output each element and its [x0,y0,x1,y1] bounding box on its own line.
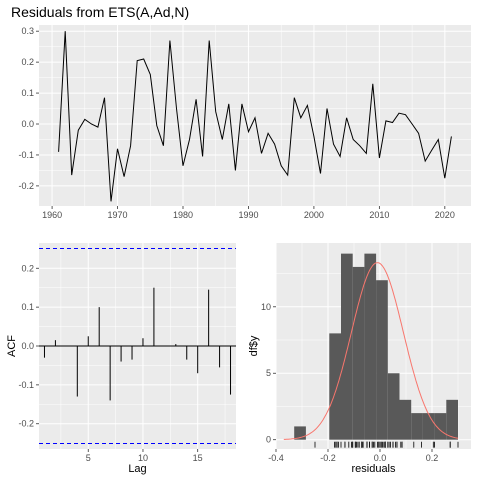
y-tick-label: 0 [266,435,271,445]
histogram-bar [329,333,341,440]
histogram-bar [352,266,365,440]
time-plot-panel [39,25,471,206]
y-tick-label: 0.1 [21,302,34,312]
histogram-y-axis-label: df$y [248,335,260,356]
y-tick-label: -0.1 [18,380,34,390]
histogram-x-axis-label: residuals [351,463,396,475]
histogram-bar [376,280,388,440]
chart-title: Residuals from ETS(A,Ad,N) [11,4,189,20]
acf-y-axis-label: ACF [6,335,18,357]
y-tick-label: 0.3 [21,26,34,36]
y-tick-label: 0.0 [21,341,34,351]
x-tick-label: 2020 [435,210,455,220]
histogram-bar [422,413,435,440]
x-tick-label: 10 [138,453,148,463]
histogram-bar [434,413,447,440]
histogram-bar [341,253,353,440]
histogram-bar [387,373,400,440]
histogram-bar [399,399,412,440]
residual-series-line [58,31,452,202]
x-tick-label: 5 [86,453,91,463]
x-tick-label: -0.2 [320,453,336,463]
y-tick-label: 5 [266,368,271,378]
y-tick-label: 0.2 [21,263,34,273]
histogram-plot: -0.4 -0.2 0.0 0.2 0 5 10 residuals df$y [248,243,471,475]
x-tick-label: 0.2 [426,453,439,463]
x-tick-label: 1970 [108,210,128,220]
x-tick-label: 1990 [238,210,258,220]
y-tick-label: 0.2 [21,57,34,67]
x-tick-label: 2010 [369,210,389,220]
y-tick-label: 0.0 [21,119,34,129]
histogram-bar [446,399,458,440]
x-tick-label: 1960 [42,210,62,220]
x-tick-label: 15 [193,453,203,463]
y-tick-label: -0.2 [18,419,34,429]
histogram-bar [294,426,306,440]
x-tick-label: 0.0 [374,453,387,463]
y-tick-label: 0.1 [21,88,34,98]
histogram-bar [364,253,377,440]
acf-plot: 5 10 15 -0.2 -0.1 0.0 0.1 0.2 Lag ACF [6,243,236,475]
x-tick-label: 1980 [173,210,193,220]
x-tick-label: -0.4 [268,453,284,463]
histogram-bar [411,413,423,440]
normal-density-curve [283,262,459,440]
y-tick-label: -0.1 [18,150,34,160]
residual-time-plot: 1960 1970 1980 1990 2000 2010 2020 -0.2 -0.1 0.0 0… [18,25,471,220]
x-tick-label: 2000 [304,210,324,220]
y-tick-label: -0.2 [18,181,34,191]
y-tick-label: 10 [261,302,271,312]
acf-x-axis-label: Lag [128,463,146,475]
